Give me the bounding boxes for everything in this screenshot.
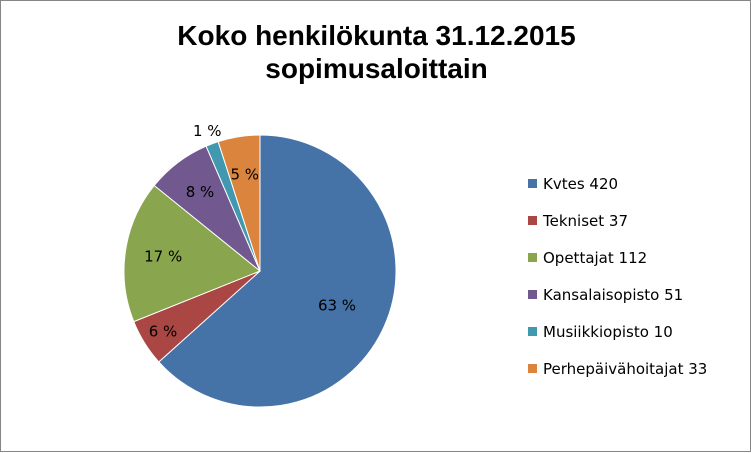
slice-data-label: 8 % — [186, 183, 215, 201]
pie-slice — [217, 134, 261, 272]
legend-label: Perhepäivähoitajat 33 — [543, 359, 708, 378]
legend-item-tekniset: Tekniset 37 — [528, 202, 707, 239]
legend-label: Musiikkiopisto 10 — [543, 322, 673, 341]
pie-slice — [123, 184, 261, 323]
legend-item-kansalaisopisto: Kansalaisopisto 51 — [528, 276, 707, 313]
legend-item-opettajat: Opettajat 112 — [528, 239, 707, 276]
slice-data-label: 5 % — [230, 165, 259, 183]
legend-label: Kansalaisopisto 51 — [543, 285, 684, 304]
legend: Kvtes 420 Tekniset 37 Opettajat 112 Kans… — [528, 165, 707, 387]
legend-label: Opettajat 112 — [543, 248, 648, 267]
slice-data-label: 17 % — [144, 247, 182, 265]
chart-title-line-1: Koko henkilökunta 31.12.2015 — [177, 20, 576, 51]
legend-item-musiikkiopisto: Musiikkiopisto 10 — [528, 313, 707, 350]
legend-label: Tekniset 37 — [543, 211, 628, 230]
chart-title: Koko henkilökunta 31.12.2015 sopimusaloi… — [1, 19, 751, 85]
legend-item-kvtes: Kvtes 420 — [528, 165, 707, 202]
slice-data-label: 1 % — [193, 122, 222, 140]
legend-swatch — [528, 179, 537, 188]
legend-item-perhepaivahoitajat: Perhepäivähoitajat 33 — [528, 350, 707, 387]
chart-title-line-2: sopimusaloittain — [265, 53, 488, 84]
legend-swatch — [528, 290, 537, 299]
pie-slice — [158, 134, 397, 408]
slice-data-label: 6 % — [149, 322, 178, 340]
legend-swatch — [528, 327, 537, 336]
legend-label: Kvtes 420 — [543, 174, 619, 193]
slice-data-label: 63 % — [318, 296, 356, 314]
legend-swatch — [528, 253, 537, 262]
legend-swatch — [528, 216, 537, 225]
legend-swatch — [528, 364, 537, 373]
